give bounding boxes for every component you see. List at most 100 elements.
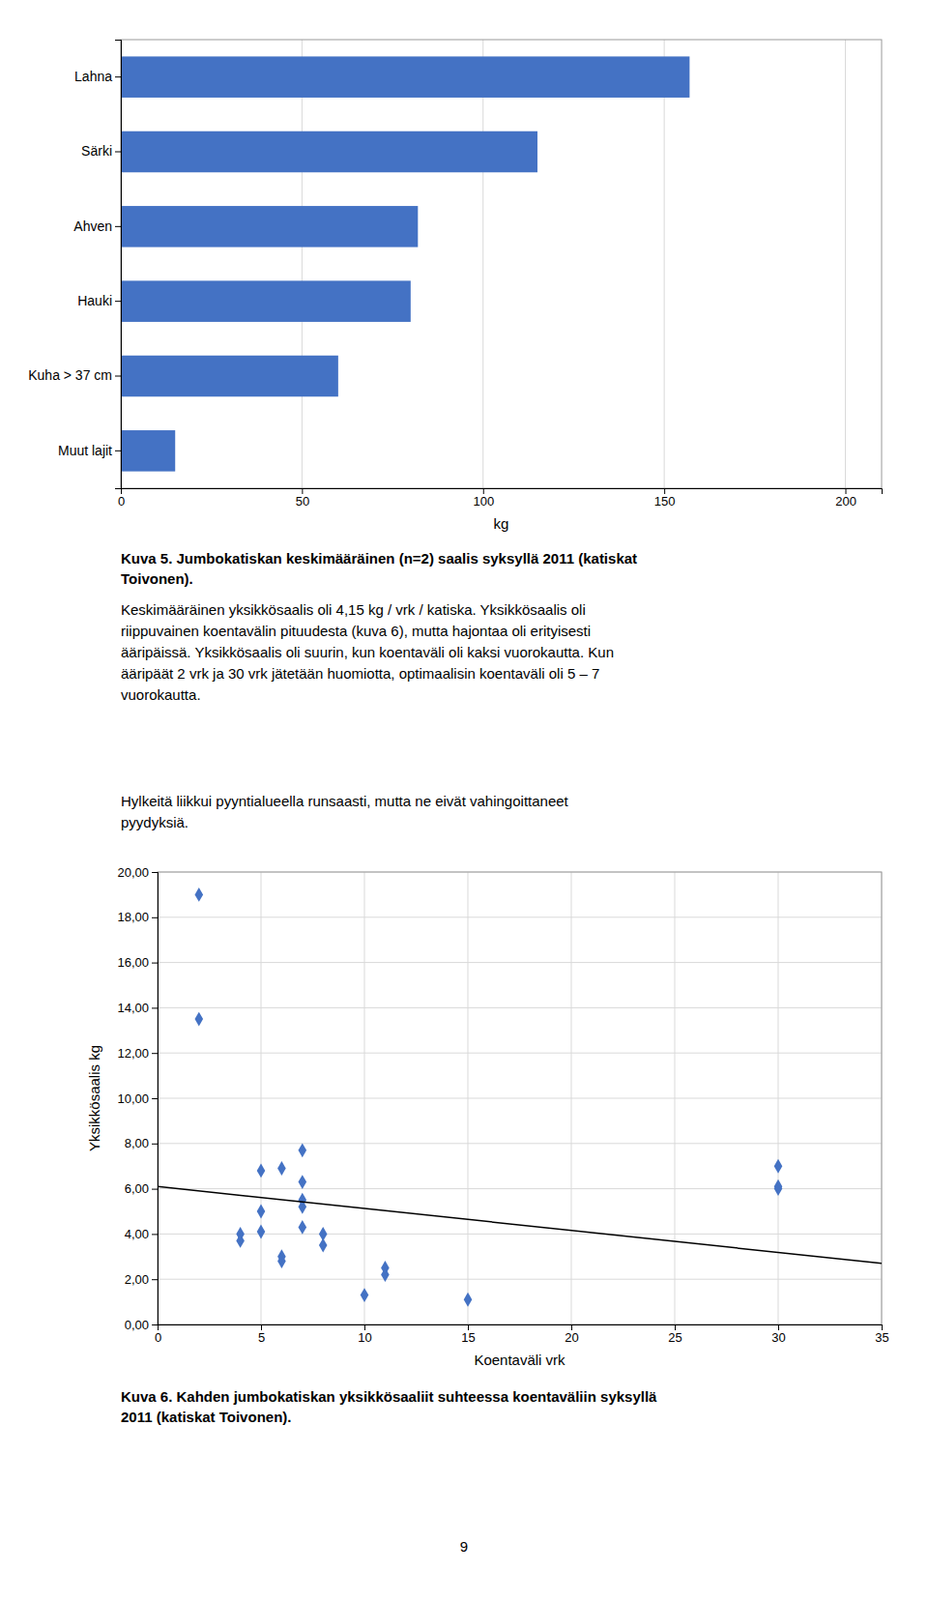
bar [120,56,690,98]
x-tick-label: 0 [154,1330,162,1345]
point [298,1219,308,1235]
category-tick-label: Muut lajit [58,442,113,459]
x-tick-mark [664,488,666,494]
y-tick-label: 0,00 [124,1317,149,1333]
point [774,1179,783,1194]
y-tick-mark [151,1233,158,1235]
bar-chart: 050100150200Muut lajitKuha > 37 cmHaukiA… [28,39,882,532]
y-tick-label: 18,00 [116,909,149,925]
grid-line [157,1142,882,1144]
x-tick: 15 [461,1324,475,1345]
y-tick-mark [151,1189,158,1190]
point [235,1226,245,1242]
y-tick-mark [151,1278,158,1280]
paragraph-line: vuorokautta. [120,686,202,703]
x-tick-mark [467,1324,469,1331]
grid-line [157,916,882,918]
point [298,1174,308,1189]
x-tick: 200 [835,488,857,509]
point [380,1267,390,1282]
point [277,1160,287,1176]
paragraph-line: ääripäät 2 vrk ja 30 vrk jätetään huomio… [120,665,600,682]
grid-line [157,961,882,963]
grid-line [157,1052,882,1054]
x-tick-mark [674,1324,676,1331]
x-tick-mark [364,1324,366,1331]
x-tick-mark [778,1324,780,1331]
x-tick-label: 30 [771,1330,785,1345]
y-tick: 12,00 [116,1045,158,1061]
grid-line [157,1098,882,1100]
bar [120,205,418,248]
y-tick: 2,00 [124,1272,158,1287]
y-axis: 0,00 2,00 4,00 6,00 8,00 10,00 12,00 14,00 16,00… [116,865,158,1333]
y-tick: 18,00 [116,909,158,925]
category-tick-mark [115,226,121,228]
category-tick-mark [115,300,121,302]
x-axis-title-line: Koentaväli vrk [473,1351,566,1368]
y-tick-mark [151,962,158,964]
category-tick: Ahven [73,218,121,234]
y-tick: 10,00 [116,1091,158,1106]
point [464,1292,473,1307]
plot-area [120,56,690,471]
bar [120,280,411,322]
bar [120,430,175,472]
x-axis-title: kg [493,515,510,532]
point [195,1012,204,1027]
x-axis: 05101520253035 [154,1324,890,1345]
x-grid [120,39,846,489]
x-tick-label: 15 [461,1330,475,1345]
category-tick: Hauki [77,292,121,309]
paragraph: Hylkeitä liikkui pyyntialueella runsaast… [120,792,570,831]
paragraph-line: riippuvainen koentavälin pituudesta (kuv… [120,622,591,639]
y-tick-label: 20,00 [116,865,149,880]
x-tick-label: 50 [295,493,310,509]
y-tick: 6,00 [124,1181,158,1196]
y-tick: 4,00 [124,1226,158,1242]
category-tick-mark [115,376,121,377]
grid-line [301,39,303,489]
x-tick: 10 [357,1324,372,1345]
y-tick: 20,00 [116,865,158,880]
grid-line [844,39,846,489]
x-tick: 150 [654,488,676,509]
y-tick: 0,00 [124,1317,158,1333]
x-axis-line [121,489,883,495]
page: 050100150200Muut lajitKuha > 37 cmHaukiA… [0,0,928,1600]
y-tick-label: 2,00 [124,1272,149,1287]
x-tick-mark [483,488,485,494]
trend-line [157,1186,882,1264]
x-tick: 0 [117,488,125,509]
y-axis: Muut lajitKuha > 37 cmHaukiAhvenSärkiLah… [28,40,121,490]
x-tick-mark [571,1324,573,1331]
y-tick-label: 8,00 [124,1135,149,1151]
y-tick-label: 14,00 [116,1000,149,1015]
point [195,887,204,902]
category-tick-label: Särki [81,143,113,159]
point [257,1162,266,1178]
page-number-line: 9 [460,1537,468,1555]
x-axis-line [158,1325,883,1332]
y-tick-label: 10,00 [116,1091,149,1106]
category-tick-label: Hauki [77,292,113,309]
grid-line [157,1188,882,1189]
paragraph-line: pyydyksiä. [120,813,189,831]
y-tick-mark [151,917,158,919]
chart-title-line: Kuva 5. Jumbokatiskan keskimääräinen (n=… [120,550,638,567]
y-tick: 16,00 [116,955,158,970]
paragraph-line: Hylkeitä liikkui pyyntialueella runsaast… [120,792,570,810]
x-tick-label: 10 [357,1330,372,1345]
x-tick-label: 5 [258,1330,265,1345]
category-tick-label: Ahven [73,218,113,234]
plot-frame [120,39,882,489]
x-tick: 20 [564,1324,579,1345]
y-tick-label: 16,00 [116,955,149,970]
chart-title: Kuva 5. Jumbokatiskan keskimääräinen (n=… [120,550,638,587]
x-tick: 5 [258,1324,265,1345]
category-tick-mark [115,450,121,452]
x-axis: 050100150200 [117,488,883,509]
point [774,1159,783,1174]
plot-frame [157,871,882,1325]
x-tick: 25 [667,1324,682,1345]
